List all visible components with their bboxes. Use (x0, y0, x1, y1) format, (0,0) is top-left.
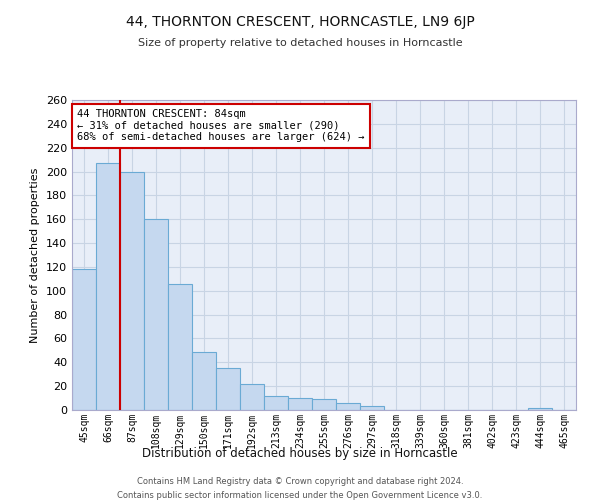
Bar (120, 172, 144, 410)
Bar (192, 352, 216, 410)
Text: 44 THORNTON CRESCENT: 84sqm
← 31% of detached houses are smaller (290)
68% of se: 44 THORNTON CRESCENT: 84sqm ← 31% of det… (77, 110, 365, 142)
Bar (72, 270, 96, 410)
Bar (216, 368, 240, 410)
Bar (360, 406, 384, 410)
Bar (528, 408, 552, 410)
Text: 44, THORNTON CRESCENT, HORNCASTLE, LN9 6JP: 44, THORNTON CRESCENT, HORNCASTLE, LN9 6… (125, 15, 475, 29)
Bar (336, 403, 360, 410)
Bar (168, 284, 192, 410)
Bar (96, 163, 120, 410)
Y-axis label: Number of detached properties: Number of detached properties (31, 168, 40, 342)
Bar (264, 396, 288, 410)
Text: Distribution of detached houses by size in Horncastle: Distribution of detached houses by size … (142, 448, 458, 460)
Bar (288, 398, 312, 410)
Bar (240, 384, 264, 410)
Bar (312, 400, 336, 410)
Text: Size of property relative to detached houses in Horncastle: Size of property relative to detached ho… (137, 38, 463, 48)
Bar (144, 219, 168, 410)
Text: Contains public sector information licensed under the Open Government Licence v3: Contains public sector information licen… (118, 491, 482, 500)
Text: Contains HM Land Registry data © Crown copyright and database right 2024.: Contains HM Land Registry data © Crown c… (137, 478, 463, 486)
